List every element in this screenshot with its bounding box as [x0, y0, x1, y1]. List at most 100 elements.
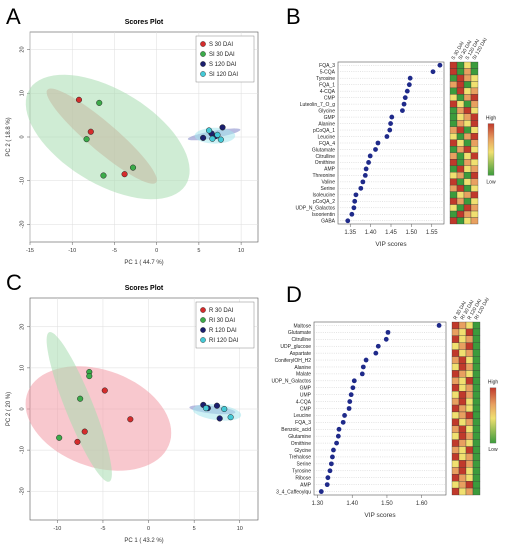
vip-point	[331, 447, 336, 453]
feature-label: Leucine	[317, 134, 335, 140]
heatmap-cell	[465, 411, 474, 420]
scores-plot-title: Scores Plot	[125, 19, 164, 26]
score-point	[101, 387, 108, 394]
score-point	[202, 405, 210, 412]
legend-marker	[200, 71, 206, 77]
scale-high-label: High	[486, 116, 497, 122]
heatmap-cell	[456, 133, 465, 140]
vip-point	[359, 371, 365, 377]
y-tick-label: -10	[19, 446, 25, 454]
vip-point	[401, 101, 407, 107]
vip-point	[387, 127, 393, 133]
score-point	[217, 136, 224, 143]
vip-point	[328, 461, 334, 467]
legend-label: SI 120 DAI	[209, 72, 238, 78]
heatmap-cell	[456, 100, 465, 108]
heatmap-cell	[456, 210, 465, 218]
heatmap-cell	[449, 172, 458, 179]
heatmap-cell	[472, 335, 481, 343]
heatmap-cell	[470, 184, 479, 192]
heatmap-cell	[472, 397, 481, 406]
heatmap-cell	[470, 172, 479, 179]
heatmap-cell	[463, 120, 472, 127]
heatmap-cell	[463, 197, 472, 205]
legend-label: R 120 DAI	[209, 328, 237, 334]
heatmap-cell	[470, 165, 479, 173]
heatmap-cell	[449, 204, 458, 212]
heatmap-cell	[456, 178, 465, 186]
feature-label: UDP_glucose	[280, 344, 311, 350]
score-point	[127, 416, 134, 423]
feature-label: Ornithine	[315, 160, 336, 166]
heatmap-cell	[456, 74, 465, 82]
heatmap-cell	[463, 172, 472, 179]
heatmap-cell	[463, 113, 472, 121]
heatmap-cell	[465, 439, 474, 447]
feature-label: FQA_4	[319, 141, 335, 147]
heatmap-cell	[465, 363, 474, 371]
heatmap-cell	[463, 81, 472, 89]
heatmap-cell	[451, 439, 460, 447]
feature-label: UDP_N_Galactos	[296, 206, 336, 212]
heatmap-cell	[456, 146, 465, 153]
vip-point	[336, 426, 342, 432]
heatmap-cell	[458, 342, 467, 350]
heatmap-cell	[470, 139, 479, 147]
heatmap-cell	[470, 113, 479, 121]
vip-point	[345, 218, 351, 224]
heatmap-cell	[458, 487, 467, 496]
heatmap-cell	[472, 321, 481, 330]
heatmap-cell	[456, 139, 465, 147]
vip-point	[389, 114, 395, 120]
heatmap-cell	[458, 328, 467, 336]
heatmap-cell	[463, 165, 472, 173]
heatmap-cell	[465, 418, 474, 426]
heatmap-cell	[449, 146, 458, 153]
heatmap-cell	[463, 133, 472, 140]
feature-label: CMP	[300, 406, 312, 412]
feature-label: Alanine	[318, 121, 335, 127]
confidence-ellipse	[25, 74, 190, 200]
vip-point	[360, 364, 366, 370]
heatmap-cell	[465, 377, 474, 385]
heatmap-cell	[456, 184, 465, 192]
heatmap-cell	[465, 349, 474, 357]
heatmap-cell	[458, 321, 467, 330]
feature-label: pCoQA_2	[313, 199, 335, 205]
heatmap-cell	[451, 356, 460, 364]
vip-point	[324, 482, 330, 488]
vip-point	[318, 489, 324, 494]
feature-label: 4-CQA	[320, 89, 336, 95]
heatmap-cell	[465, 474, 474, 482]
heatmap-cell	[449, 107, 458, 114]
heatmap-cell	[458, 397, 467, 406]
heatmap-cell	[470, 178, 479, 186]
panel-label-b: B	[286, 4, 301, 29]
heatmap-cell	[451, 342, 460, 350]
feature-label: 3_4_Caffeoylqu	[276, 489, 311, 495]
x-tick-label: 10	[238, 248, 244, 254]
heatmap-cell	[470, 159, 479, 166]
vip-point	[350, 385, 356, 391]
heatmap-cell	[470, 191, 479, 199]
heatmap-cell	[463, 87, 472, 95]
vip-point	[330, 454, 335, 460]
vip-point	[404, 88, 410, 94]
feature-label: Leucine	[293, 413, 311, 419]
panel-label-c: C	[6, 270, 22, 295]
heatmap-cell	[463, 107, 472, 114]
x-tick-label: 1.40	[346, 501, 358, 507]
feature-label: 4-CQA	[296, 399, 312, 405]
heatmap-cell	[458, 335, 467, 343]
heatmap-cell	[456, 217, 465, 225]
heatmap-cell	[449, 191, 458, 199]
vip-point	[430, 69, 436, 75]
heatmap-cell	[451, 481, 460, 489]
vip-point	[353, 192, 359, 198]
heatmap-cell	[451, 411, 460, 420]
vip-point	[363, 166, 369, 172]
vip-point	[436, 323, 442, 328]
heatmap-cell	[463, 146, 472, 153]
heatmap-cell	[463, 178, 472, 186]
confidence-ellipse	[46, 332, 112, 482]
